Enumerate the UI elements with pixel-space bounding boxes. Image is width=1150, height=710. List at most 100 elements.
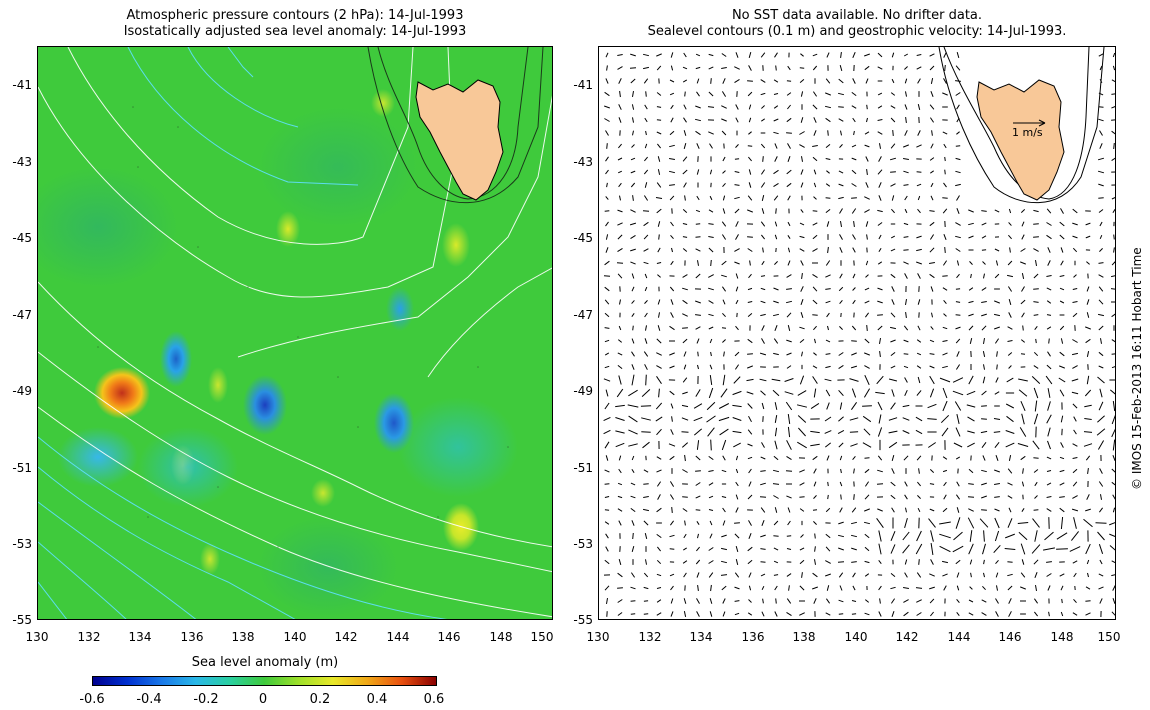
velocity-arrow — [734, 248, 740, 252]
velocity-arrow — [838, 78, 844, 84]
velocity-arrow — [643, 221, 649, 227]
velocity-arrow — [839, 208, 843, 214]
velocity-arrow — [760, 300, 766, 304]
velocity-arrow — [982, 261, 986, 265]
velocity-arrow — [669, 195, 675, 201]
velocity-arrow — [1020, 572, 1026, 578]
velocity-arrow — [696, 195, 700, 201]
velocity-arrow — [656, 262, 662, 264]
velocity-arrow — [618, 117, 622, 123]
left-x-tick: 130 — [25, 630, 49, 644]
velocity-arrow — [915, 587, 923, 589]
velocity-arrow — [955, 235, 961, 239]
velocity-arrow — [812, 572, 818, 578]
velocity-arrow — [799, 496, 805, 498]
velocity-arrow — [1031, 376, 1041, 384]
velocity-arrow — [851, 507, 857, 513]
velocity-arrow — [695, 66, 701, 70]
velocity-arrow — [683, 598, 687, 604]
velocity-arrow — [943, 481, 947, 487]
velocity-arrow — [1021, 234, 1025, 240]
velocity-arrow — [787, 195, 791, 201]
velocity-arrow — [981, 390, 987, 396]
velocity-arrow — [682, 338, 688, 344]
velocity-arrow — [670, 104, 674, 110]
velocity-arrow — [864, 365, 870, 369]
velocity-arrow — [697, 585, 699, 591]
velocity-arrow — [994, 248, 1000, 252]
velocity-arrow — [877, 105, 883, 109]
velocity-arrow — [722, 374, 726, 386]
velocity-arrow — [891, 52, 895, 58]
velocity-arrow — [1072, 468, 1078, 474]
velocity-arrow — [1072, 457, 1078, 459]
velocity-arrow — [888, 417, 898, 421]
velocity-arrow — [1008, 208, 1012, 214]
velocity-arrow — [1113, 142, 1115, 150]
velocity-arrow — [916, 365, 922, 369]
velocity-arrow — [669, 79, 675, 83]
velocity-arrow — [708, 287, 714, 291]
velocity-arrow — [683, 52, 687, 58]
velocity-arrow — [851, 169, 857, 175]
velocity-arrow — [994, 469, 1000, 473]
velocity-arrow — [617, 170, 623, 174]
velocity-arrow — [943, 494, 947, 500]
velocity-arrow — [918, 559, 920, 565]
velocity-arrow — [708, 572, 714, 578]
velocity-arrow — [1009, 247, 1011, 253]
velocity-arrow — [877, 222, 883, 226]
velocity-arrow — [916, 261, 922, 265]
velocity-arrow — [904, 78, 908, 84]
velocity-arrow — [981, 482, 987, 486]
velocity-arrow — [670, 312, 674, 318]
velocity-arrow — [1047, 351, 1051, 357]
colorbar-title: Sea level anomaly (m) — [191, 655, 339, 670]
velocity-arrow — [1111, 313, 1115, 318]
velocity-arrow — [760, 390, 766, 396]
velocity-arrow — [603, 416, 611, 422]
velocity-arrow — [710, 351, 712, 357]
velocity-arrow — [825, 288, 831, 290]
velocity-arrow — [864, 599, 870, 603]
velocity-arrow — [774, 402, 778, 410]
velocity-arrow — [942, 131, 948, 135]
velocity-arrow — [773, 455, 779, 461]
velocity-arrow — [735, 558, 739, 566]
velocity-arrow — [825, 612, 831, 616]
velocity-arrow — [759, 352, 767, 356]
velocity-arrow — [1111, 196, 1115, 200]
velocity-arrow — [1073, 416, 1077, 422]
velocity-arrow — [604, 521, 610, 525]
velocity-arrow — [994, 530, 1000, 542]
velocity-arrow — [904, 389, 908, 397]
right-title-line1: No SST data available. No drifter data. — [731, 8, 983, 23]
velocity-arrow — [865, 156, 869, 162]
velocity-arrow — [996, 585, 998, 591]
colorbar-label: 0.2 — [309, 692, 331, 707]
velocity-arrow — [1060, 585, 1064, 591]
velocity-arrow — [1098, 507, 1104, 513]
velocity-arrow — [748, 169, 752, 175]
velocity-arrow — [942, 365, 948, 369]
velocity-arrow — [840, 494, 842, 500]
velocity-arrow — [994, 391, 1000, 395]
velocity-arrow — [1111, 130, 1115, 135]
velocity-arrow — [631, 273, 635, 279]
velocity-arrow — [890, 544, 896, 554]
velocity-arrow — [890, 105, 896, 109]
velocity-arrow — [618, 325, 622, 331]
velocity-arrow — [955, 157, 961, 161]
velocity-arrow — [864, 312, 870, 318]
velocity-arrow — [905, 299, 907, 305]
velocity-arrow — [657, 221, 661, 227]
velocity-arrow — [656, 208, 662, 214]
velocity-arrow — [878, 156, 882, 162]
velocity-arrow — [839, 234, 843, 240]
velocity-arrow — [968, 612, 974, 616]
velocity-arrow — [656, 587, 662, 589]
velocity-arrow — [812, 299, 818, 305]
velocity-arrow — [810, 443, 820, 447]
velocity-arrow — [604, 299, 610, 305]
velocity-arrow — [615, 417, 625, 421]
